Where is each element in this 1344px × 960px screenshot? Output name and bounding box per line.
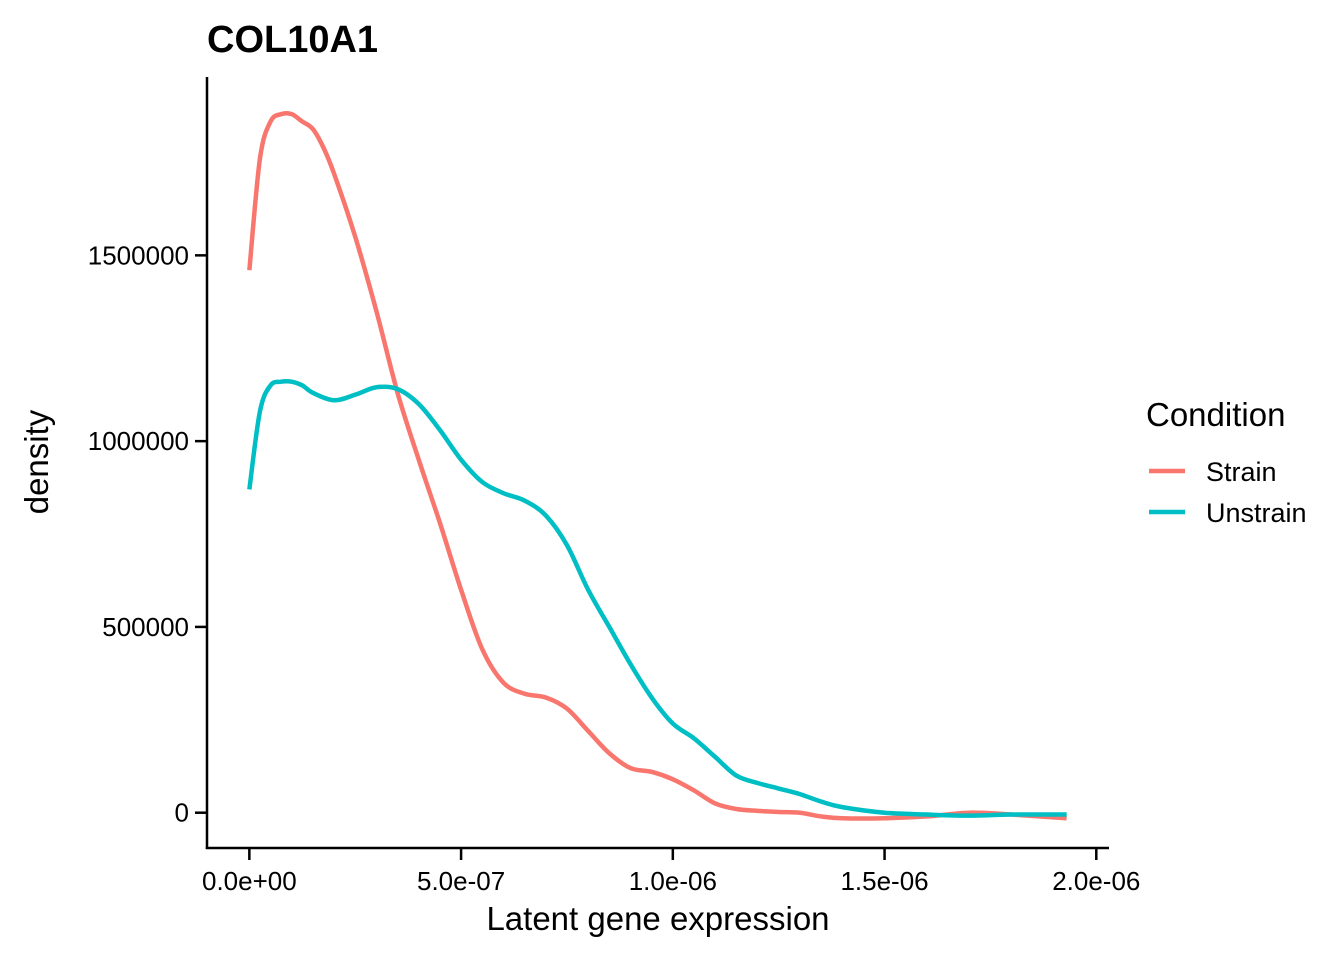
- chart-title: COL10A1: [207, 19, 378, 61]
- legend-title: Condition: [1146, 396, 1285, 433]
- y-tick-label: 1500000: [88, 240, 189, 270]
- x-axis-ticks: 0.0e+00 5.0e-07 1.0e-06 1.5e-06 2.0e-06: [202, 848, 1140, 896]
- x-axis-title: Latent gene expression: [486, 900, 829, 937]
- y-axis-ticks: 0 500000 1000000 1500000: [88, 240, 207, 828]
- legend-items: Strain Unstrain: [1149, 457, 1307, 528]
- y-tick-label: 0: [175, 798, 189, 828]
- y-tick-label: 500000: [102, 612, 189, 642]
- x-tick-label: 0.0e+00: [202, 866, 297, 896]
- legend-label-unstrain: Unstrain: [1206, 498, 1307, 528]
- y-tick-label: 1000000: [88, 426, 189, 456]
- x-tick-label: 1.0e-06: [629, 866, 717, 896]
- legend: Condition Strain Unstrain: [1146, 396, 1307, 528]
- series-line-strain: [247, 110, 1067, 821]
- series-line-unstrain: [247, 378, 1067, 818]
- plot-lines: [247, 110, 1067, 821]
- x-tick-label: 2.0e-06: [1052, 866, 1140, 896]
- y-axis-title: density: [18, 409, 55, 514]
- x-tick-label: 1.5e-06: [840, 866, 928, 896]
- x-tick-label: 5.0e-07: [417, 866, 505, 896]
- legend-label-strain: Strain: [1206, 457, 1277, 487]
